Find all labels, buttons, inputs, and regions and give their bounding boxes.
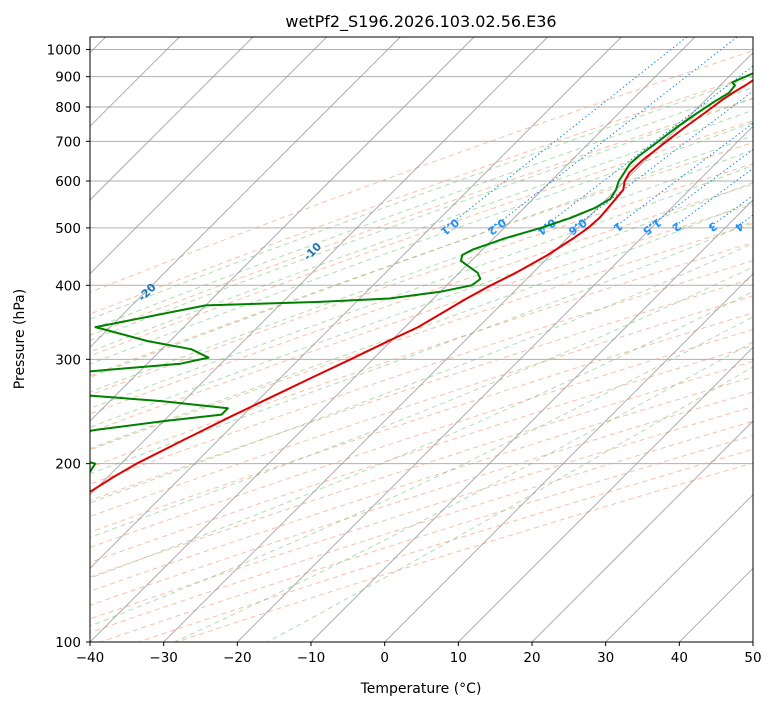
x-tick-label: −30 (149, 650, 178, 666)
dry-adiabat-line (90, 203, 753, 433)
isotherm-line (90, 37, 549, 496)
mixing-ratio-label: 6 (771, 219, 775, 234)
dry-adiabat-line (90, 391, 753, 606)
x-tick-label: 10 (450, 650, 467, 666)
mixing-ratio-label: 4 (732, 219, 746, 234)
isotherm-line (90, 37, 622, 570)
isotherm-line (678, 567, 753, 642)
mixing-ratio-line (445, 37, 688, 229)
y-tick-label: 800 (55, 100, 81, 116)
pressure-gridlines (90, 49, 753, 642)
mixing-ratio-line (708, 194, 753, 229)
x-tick-label: 50 (744, 650, 761, 666)
y-tick-label: 900 (55, 70, 81, 86)
isotherm-line (90, 37, 328, 275)
mixing-ratio-label: 1 (611, 219, 625, 234)
dry-adiabat-line (90, 241, 753, 468)
profiles (90, 72, 753, 493)
mixing-ratio-label: 2 (670, 219, 684, 234)
dry-adiabat-line (90, 260, 753, 485)
x-tick-label: 20 (523, 650, 540, 666)
moist-adiabat-line (90, 220, 753, 475)
x-tick-label: 30 (597, 650, 614, 666)
moist-adiabat-line (90, 76, 753, 320)
isotherm-line (90, 37, 475, 422)
moist-adiabat-line (90, 135, 753, 378)
isotherm-line (605, 493, 753, 642)
y-tick-label: 300 (55, 352, 81, 368)
dry-adiabat-line (90, 163, 753, 396)
dry-adiabat-line (90, 295, 753, 518)
y-axis-ticks: 1000 900 800 700 600 500 400 300 200 100 (47, 43, 90, 651)
dry-adiabat-line (90, 50, 753, 293)
isotherm-line (90, 37, 401, 349)
mixing-ratio-line (542, 65, 753, 229)
y-tick-label: 500 (55, 221, 81, 237)
isotherm-line (752, 641, 753, 642)
x-tick-label: −40 (76, 650, 105, 666)
mixing-ratio-line (734, 214, 753, 229)
x-axis-ticks: −40 −30 −20 −10 0 10 20 30 40 50 (76, 642, 762, 666)
mixing-ratio-line (613, 122, 753, 229)
y-tick-label: 1000 (47, 43, 81, 59)
plot-frame (89, 36, 754, 643)
y-tick-label: 600 (55, 174, 81, 190)
mixing-ratio-label: 0.2 (485, 216, 508, 238)
dry-adiabat-label: -20 (136, 280, 159, 303)
y-tick-label: 400 (55, 278, 81, 294)
isotherm-line (163, 51, 753, 642)
y-tick-label: 100 (55, 635, 81, 651)
x-tick-label: 0 (380, 650, 389, 666)
dry-adiabat-line (100, 434, 753, 642)
isotherm-line (236, 125, 753, 642)
dry-adiabat-label: -10 (301, 240, 324, 263)
y-tick-label: 200 (55, 457, 81, 473)
moist-adiabat-line (90, 316, 753, 627)
dry-adiabat-line (90, 141, 753, 377)
isotherm-line (531, 420, 753, 642)
x-tick-label: −10 (297, 650, 326, 666)
moist-adiabat-line (90, 164, 753, 410)
moist-adiabat-line (90, 149, 753, 393)
isotherm-line (310, 199, 753, 642)
moist-adiabat-line (90, 200, 753, 450)
y-tick-label: 700 (55, 134, 81, 150)
mixing-ratio-lines: 0.10.20.40.611.52346810131620253036 (438, 37, 775, 238)
chart-title: wetPf2_S196.2026.103.02.56.E36 (285, 12, 556, 32)
mixing-ratio-label: 0.1 (438, 216, 461, 238)
isotherm-line (384, 272, 753, 642)
isotherm-line (90, 37, 254, 201)
temperature-profile (90, 79, 753, 493)
x-tick-label: 40 (671, 650, 688, 666)
plot-area: 0.10.20.40.611.52346810131620253036 -100… (0, 37, 775, 642)
dewpoint-profile (90, 72, 753, 474)
moist-adiabat-line (90, 98, 753, 341)
mixing-ratio-line (572, 90, 753, 229)
isotherm-line (457, 346, 753, 642)
moist-adiabat-line (267, 366, 753, 642)
dry-adiabat-label: -30 (0, 321, 2, 344)
isotherms (90, 37, 753, 642)
x-axis-label: Temperature (°C) (360, 681, 482, 697)
mixing-ratio-line (672, 167, 753, 229)
dry-adiabat-line (90, 312, 753, 533)
dry-adiabats (90, 50, 753, 642)
y-axis-label: Pressure (hPa) (12, 289, 28, 389)
dry-adiabat-line (90, 345, 753, 563)
x-tick-label: −20 (223, 650, 252, 666)
moist-adiabat-line (90, 86, 753, 331)
moist-adiabats (90, 76, 753, 642)
